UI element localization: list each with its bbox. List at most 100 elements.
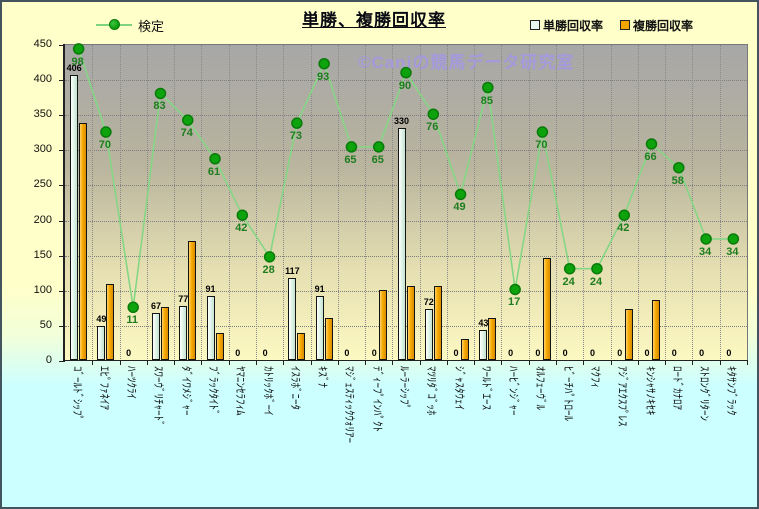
bar-tansho: [70, 74, 79, 360]
x-axis-label: ﾜｰﾙﾄﾞｴｰｽ: [479, 366, 492, 410]
bar-tansho: [179, 305, 188, 360]
x-axis-tick: [119, 361, 121, 365]
y-axis-label: 350: [33, 108, 52, 121]
v-gridline: [119, 45, 121, 361]
bar-data-label: 0: [589, 348, 595, 358]
x-axis-label: ﾃﾞｨｰﾌﾟｲﾝﾊﾟｸﾄ: [370, 366, 383, 432]
line-data-label: 98: [71, 55, 84, 68]
y-axis-tick: [59, 325, 65, 327]
line-data-label: 49: [453, 201, 466, 214]
v-gridline: [528, 45, 530, 361]
v-gridline: [228, 45, 230, 361]
x-axis-label: ｽﾜｰｳﾞﾘﾁｬｰﾄﾞ: [152, 366, 165, 427]
bar-fukusho: [433, 286, 442, 360]
v-gridline: [146, 45, 148, 361]
v-gridline: [310, 45, 312, 361]
legend-item-fukusho: 複勝回収率: [620, 16, 706, 34]
x-axis-tick: [201, 361, 203, 365]
y-axis-label: 450: [33, 38, 52, 50]
y-axis-tick: [59, 115, 65, 117]
x-axis-label: ｷｽﾞﾅ: [316, 366, 329, 388]
legend-line-marker-icon: [109, 19, 120, 30]
x-axis-label: ｶﾄﾘｯｸﾎﾞｰｲ: [261, 366, 274, 416]
x-axis-tick: [146, 361, 148, 365]
bar-data-label: 0: [699, 348, 705, 358]
x-axis-tick: [255, 361, 257, 365]
bar-data-label: 72: [423, 297, 434, 308]
line-data-label: 42: [617, 222, 630, 235]
h-gridline: [65, 255, 747, 257]
x-axis-tick: [310, 361, 312, 365]
bar-data-label: 0: [644, 348, 650, 358]
x-axis-tick: [610, 361, 612, 365]
y-axis-label: 250: [33, 178, 52, 191]
x-axis-label: ｴﾋﾟﾌｧﾈｲｱ: [97, 366, 110, 410]
x-axis-tick: [692, 361, 694, 365]
x-axis-tick: [174, 361, 176, 365]
v-gridline: [201, 45, 203, 361]
bar-data-label: 67: [150, 300, 161, 311]
bar-data-label: 0: [453, 348, 459, 358]
legend-label-fukusho: 複勝回収率: [633, 19, 694, 33]
v-gridline: [365, 45, 367, 361]
y-axis-tick: [59, 290, 65, 292]
bar-data-label: 117: [285, 265, 300, 276]
v-gridline: [419, 45, 421, 361]
v-gridline: [92, 45, 94, 361]
bar-tansho: [424, 309, 433, 360]
y-axis-label: 400: [33, 73, 52, 86]
x-axis-tick: [501, 361, 503, 365]
v-gridline: [446, 45, 448, 361]
bar-fukusho: [406, 286, 415, 360]
bar-tansho: [151, 312, 160, 360]
bar-fukusho: [215, 333, 224, 360]
bar-tansho: [97, 325, 106, 360]
x-axis-tick: [528, 361, 530, 365]
x-axis-tick: [446, 361, 448, 365]
y-axis-line: [63, 44, 65, 361]
x-axis-tick: [92, 361, 94, 365]
v-gridline: [337, 45, 339, 361]
x-axis-tick: [719, 361, 721, 365]
bar-data-label: 49: [96, 313, 107, 324]
bar-tansho: [479, 329, 488, 360]
x-axis-label: ｲｽﾗﾎﾞﾆｰﾀ: [288, 366, 301, 410]
x-axis-tick: [474, 361, 476, 365]
h-gridline: [65, 220, 747, 222]
bar-fukusho: [624, 309, 633, 360]
x-axis-label: ﾔﾏﾆﾝｾﾗﾌｨﾑ: [234, 366, 247, 416]
y-axis-label: 50: [39, 318, 52, 331]
v-gridline: [501, 45, 503, 361]
bar-data-label: 406: [66, 62, 82, 73]
bar-fukusho: [297, 333, 306, 360]
line-data-label: 85: [480, 94, 493, 107]
line-data-label: 24: [589, 275, 603, 288]
x-axis-label: ﾋﾞｰﾁﾊﾟﾄﾛｰﾙ: [561, 366, 574, 421]
y-axis-label: 100: [33, 283, 52, 296]
bar-fukusho: [542, 258, 551, 360]
bar-data-label: 0: [262, 348, 268, 358]
x-axis-label: ﾌﾞﾗｯｸﾀｲﾄﾞ: [207, 366, 220, 416]
x-axis-label: ｵﾙﾌｪｰｳﾞﾙ: [534, 366, 547, 410]
line-data-label: 24: [562, 275, 575, 288]
bar-data-label: 0: [126, 348, 132, 358]
line-data-label: 28: [262, 263, 275, 276]
bar-fukusho: [324, 317, 333, 360]
chart-title: 単勝、複勝回収率: [302, 11, 446, 30]
bar-fukusho: [379, 289, 388, 360]
bar-tansho: [206, 296, 215, 360]
legend-item-tansho: 単勝回収率: [530, 16, 616, 34]
bar-fukusho: [188, 240, 197, 360]
y-axis-tick: [59, 185, 65, 187]
x-axis-tick: [583, 361, 585, 365]
line-data-label: 83: [153, 100, 166, 113]
line-data-label: 65: [371, 153, 384, 166]
y-axis-tick: [59, 150, 65, 152]
bar-fukusho: [106, 284, 115, 360]
line-data-label: 61: [207, 165, 221, 178]
line-data-label: 34: [726, 245, 739, 258]
x-axis-label: ｽﾄﾛﾝｸﾞﾘﾀｰﾝ: [698, 366, 711, 421]
line-data-label: 58: [671, 174, 684, 187]
x-axis-label: ｷﾀｻﾝﾌﾞﾗｯｸ: [725, 366, 738, 416]
